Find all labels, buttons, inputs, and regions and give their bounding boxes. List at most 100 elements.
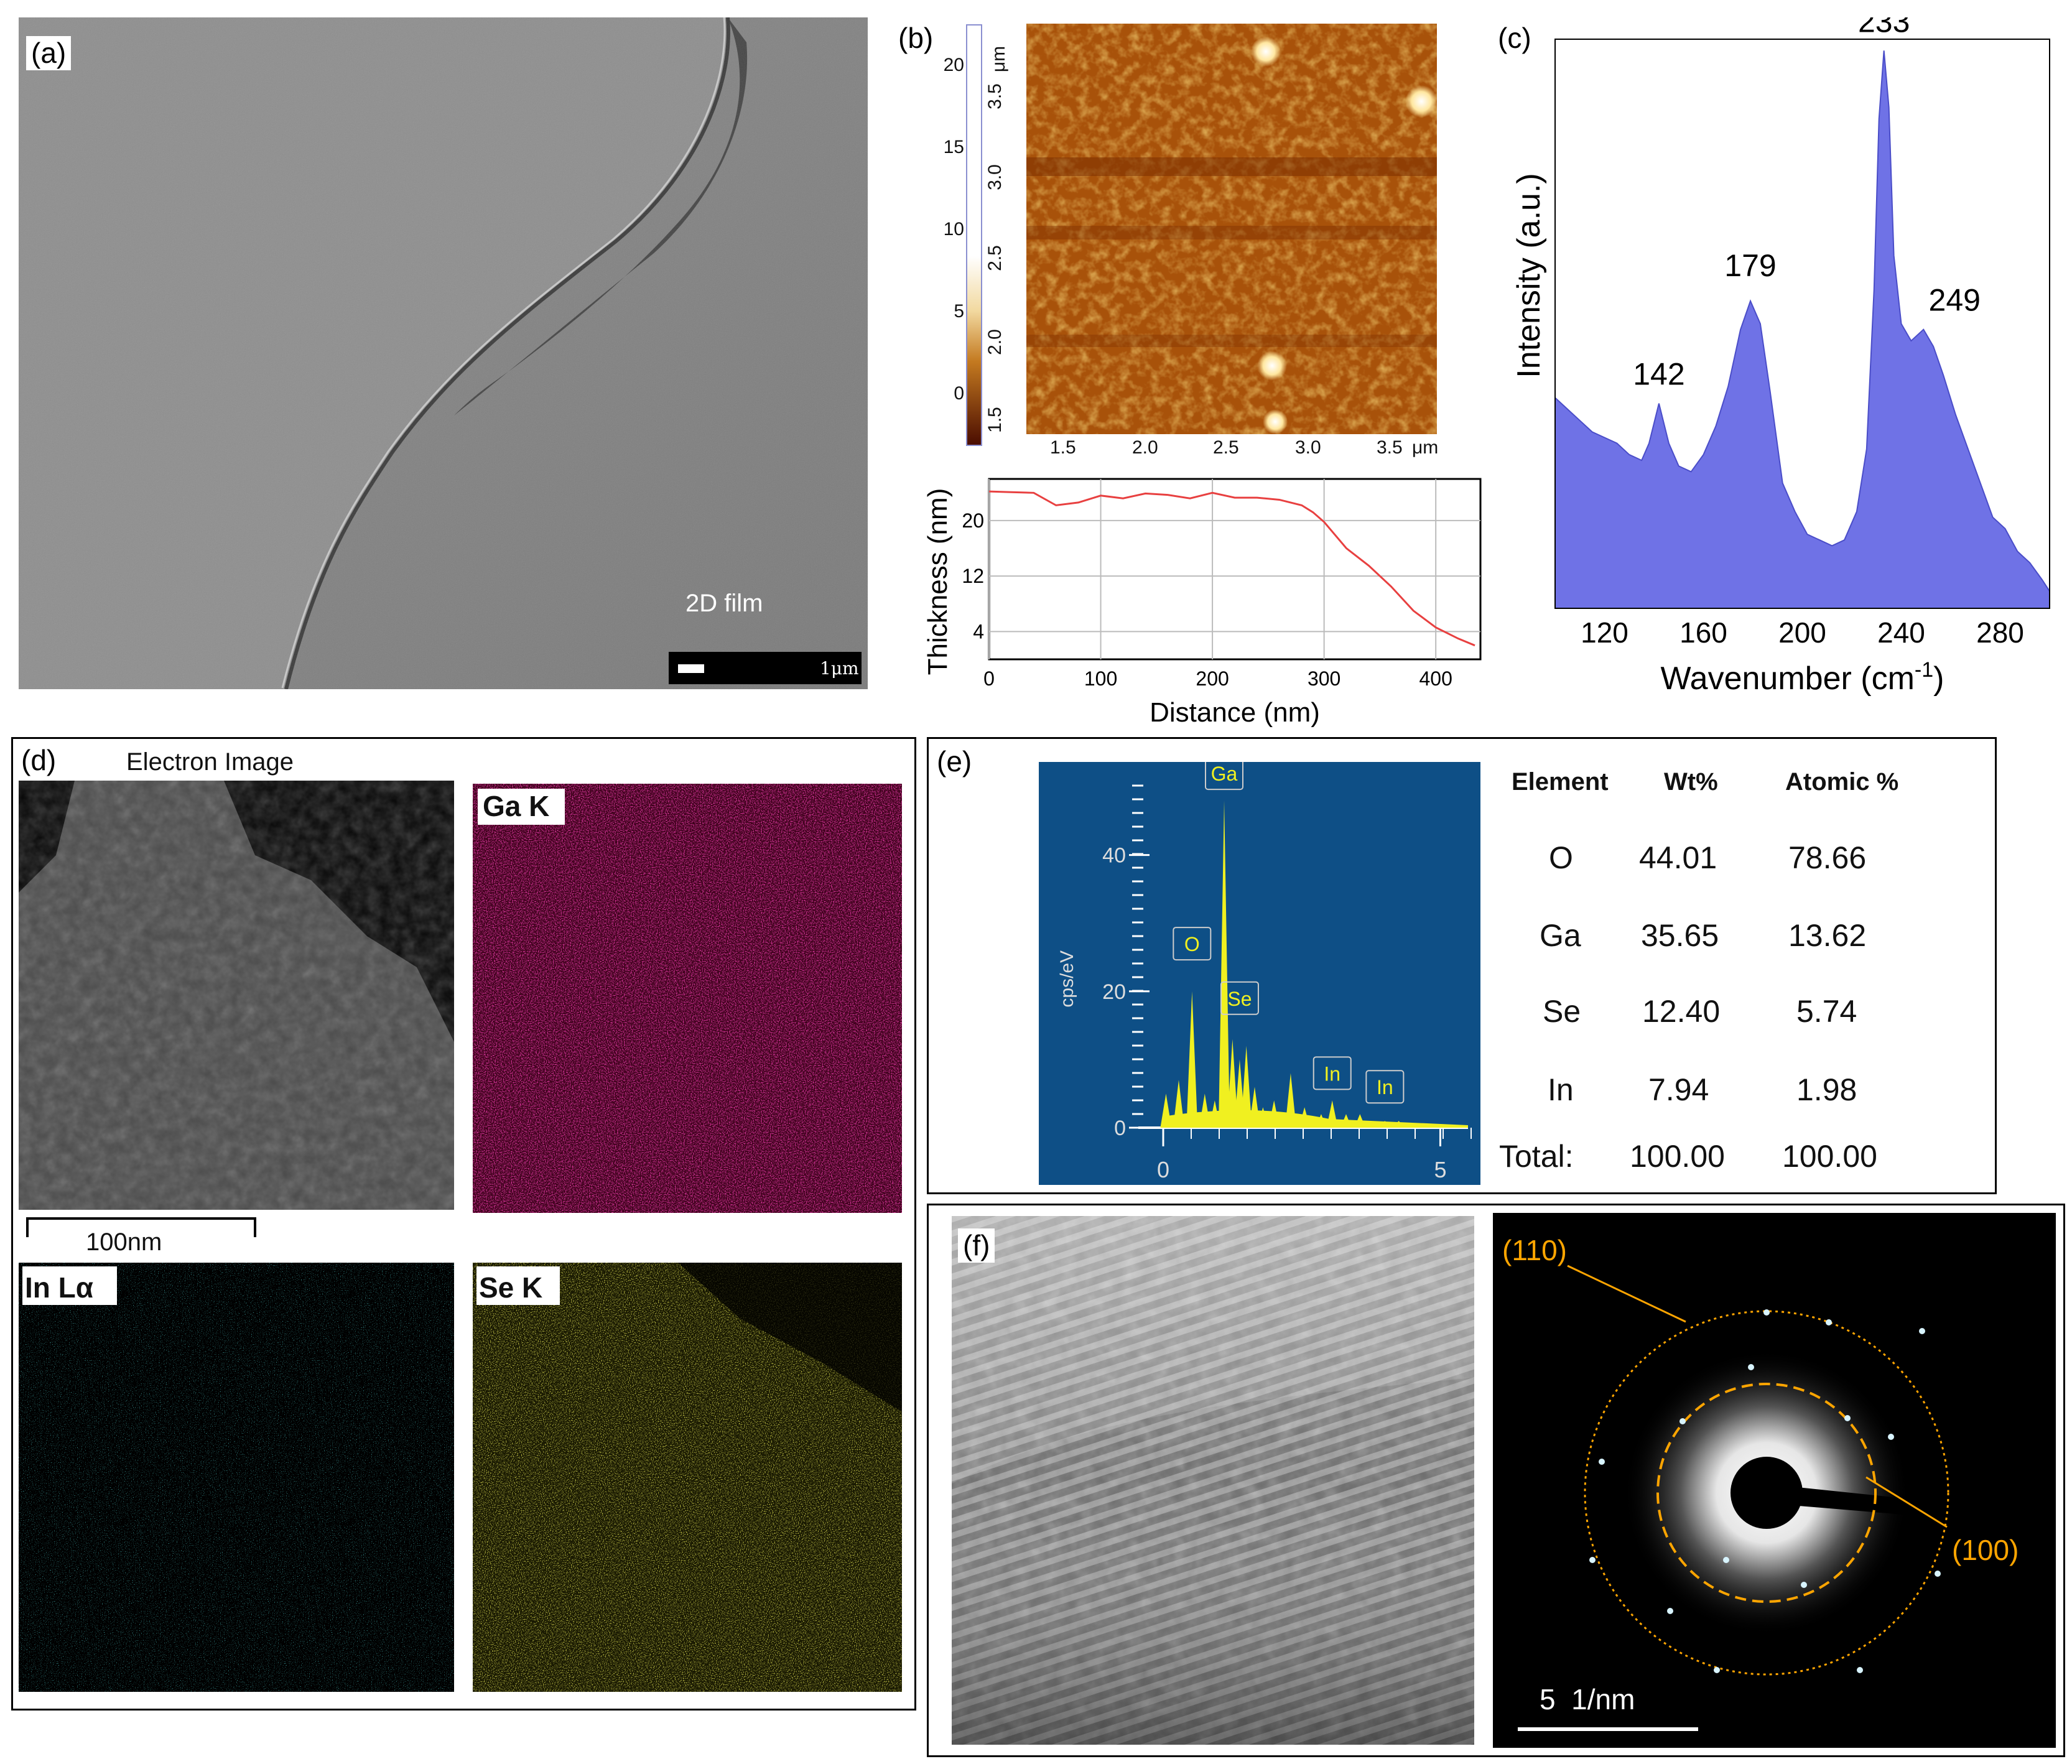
panel-c-label: (c): [1493, 21, 1536, 55]
raman-peak-label: 233: [1858, 17, 1910, 39]
raman-xlabel: Wavenumber (cm-1): [1661, 658, 1944, 697]
se-map: [473, 1263, 902, 1692]
raman-x-tick: 120: [1581, 616, 1628, 649]
eds-peak: [1219, 800, 1230, 1128]
eds-y-tick: 20: [1102, 980, 1126, 1004]
ring-110: [1584, 1310, 1949, 1676]
ga-map: [473, 784, 902, 1213]
eds-y-tick: 40: [1102, 844, 1126, 868]
afm-y-tick: 1.5: [984, 407, 1005, 433]
raman-area: [1554, 50, 2050, 609]
se-map-label: Se K: [479, 1271, 543, 1304]
afm-y-unit: μm: [988, 45, 1010, 73]
eds-peak-tag: Ga: [1211, 763, 1238, 785]
profile-series-line: [988, 490, 1475, 647]
raman-x-tick: 280: [1976, 616, 2024, 649]
cell-atomic: 100.00: [1782, 1139, 1877, 1174]
eds-peak-tag: Se: [1227, 988, 1252, 1010]
panel-a-label: (a): [26, 36, 72, 70]
panel-d-label: (d): [21, 744, 57, 776]
afm-x-tick: 3.0: [1295, 437, 1321, 458]
eds-x-tick: 5: [1434, 1157, 1446, 1182]
afm-y-ticks: μm 3.5 3.0 2.5 2.0 1.5: [984, 36, 1017, 447]
raman-x-tick: 160: [1679, 616, 1727, 649]
profile-ylabel: Thickness (nm): [922, 488, 953, 675]
raman-x-tick: 200: [1778, 616, 1826, 649]
afm-cbar-tick: 15: [943, 137, 964, 157]
panel-e-content: (e) 0 20 40 0 5 cps/eV Ga O Se In In Element Wt% A…: [927, 737, 1997, 1194]
panel-b-profile: 0 100 200 300 400 4 12 20 Distance (nm) Thickness…: [914, 473, 1505, 734]
afm-cbar-tick: 0: [954, 383, 964, 404]
afm-y-tick: 2.5: [984, 245, 1005, 271]
cell-atomic: 1.98: [1796, 1072, 1857, 1107]
eds-table: Element Wt% Atomic % O 44.01 78.66 Ga 35…: [1499, 756, 1984, 1179]
eds-tag-box: [1173, 927, 1212, 961]
profile-x-tick: 300: [1308, 667, 1340, 690]
in-map: [19, 1263, 454, 1692]
eds-peak-tag: O: [1184, 933, 1200, 955]
panel-e: [927, 737, 1997, 1194]
afm-colorbar-ticks: 20 15 10 5 0: [933, 55, 964, 428]
cell-wt: 100.00: [1630, 1139, 1725, 1174]
eds-ylabel: cps/eV: [1057, 950, 1077, 1008]
ring-label-110: (110): [1502, 1234, 1567, 1266]
sem-scale-label: 1μm: [820, 658, 859, 679]
profile-x-tick: 400: [1419, 667, 1452, 690]
cell-element: Ga: [1540, 918, 1581, 953]
ring-100: [1656, 1383, 1877, 1603]
raman-chart: 120 160 200 240 280 142 179 233 249 Wavenumber (c…: [1511, 4, 2050, 697]
cell-element: O: [1549, 840, 1573, 875]
cell-atomic: 5.74: [1796, 994, 1857, 1029]
profile-y-tick: 4: [973, 620, 984, 643]
raman-frame: [1554, 39, 2050, 609]
panel-b-label: (b): [893, 21, 939, 55]
afm-x-tick: 3.5: [1377, 437, 1403, 458]
afm-x-tick: 2.0: [1132, 437, 1158, 458]
cell-wt: 12.40: [1642, 994, 1721, 1029]
profile-frame: [988, 478, 1482, 661]
afm-x-unit: μm: [1412, 437, 1439, 458]
panel-e-label: (e): [937, 745, 972, 778]
in-map-label: In Lα: [25, 1271, 94, 1304]
profile-x-tick: 0: [983, 667, 995, 690]
afm-cbar-tick: 10: [943, 219, 964, 239]
electron-scale-label: 100nm: [86, 1228, 162, 1256]
afm-y-tick: 3.5: [984, 83, 1005, 109]
eds-spectrum: 0 20 40 0 5 cps/eV Ga O Se In In: [1039, 762, 1480, 1185]
electron-image-title: Electron Image: [126, 748, 294, 776]
electron-scalebar: [26, 1217, 256, 1237]
afm-x-tick: 1.5: [1050, 437, 1076, 458]
profile-x-tick: 100: [1084, 667, 1117, 690]
profile-y-tick: 12: [962, 565, 984, 587]
profile-x-tick: 200: [1196, 667, 1229, 690]
eds-peak-tag: In: [1324, 1062, 1340, 1085]
eds-tag-box: [1312, 1056, 1352, 1090]
panel-f-content: (f) (110) (100) 5 1/nm: [927, 1204, 2065, 1757]
raman-peak-label: 249: [1929, 283, 1981, 318]
raman-x-tick: 240: [1877, 616, 1925, 649]
film-label: 2D film: [685, 590, 763, 617]
afm-y-tick: 3.0: [984, 164, 1005, 190]
cell-atomic: 78.66: [1788, 840, 1867, 875]
afm-image: [1026, 24, 1437, 434]
eds-x-tick: 0: [1157, 1157, 1169, 1182]
header-element: Element: [1512, 768, 1609, 796]
cell-element: Se: [1543, 994, 1581, 1029]
cell-atomic: 13.62: [1788, 918, 1867, 953]
saed-pattern: [1493, 1213, 2056, 1748]
header-atomic: Atomic %: [1785, 768, 1899, 796]
panel-f: [927, 1204, 2065, 1757]
afm-y-tick: 2.0: [984, 329, 1005, 355]
ga-map-label: Ga K: [483, 790, 550, 822]
eds-y-tick: 0: [1114, 1116, 1126, 1140]
header-wt: Wt%: [1664, 768, 1718, 796]
afm-colorbar: [966, 24, 982, 446]
eds-background-continuum: [1163, 1110, 1468, 1128]
ring-label-100: (100): [1952, 1534, 2019, 1566]
panel-b: (b) 20 15 10 5 0 μm 3.5 3.0 2.5 2.0 1.5: [890, 17, 1480, 478]
afm-cbar-tick: 5: [954, 301, 964, 322]
raman-peak-label: 142: [1633, 357, 1684, 392]
eds-tag-box: [1220, 981, 1259, 1015]
panel-d-content: (d) Electron Image 100nm Ga K In Lα: [11, 737, 916, 1711]
cell-element: Total:: [1499, 1139, 1574, 1174]
